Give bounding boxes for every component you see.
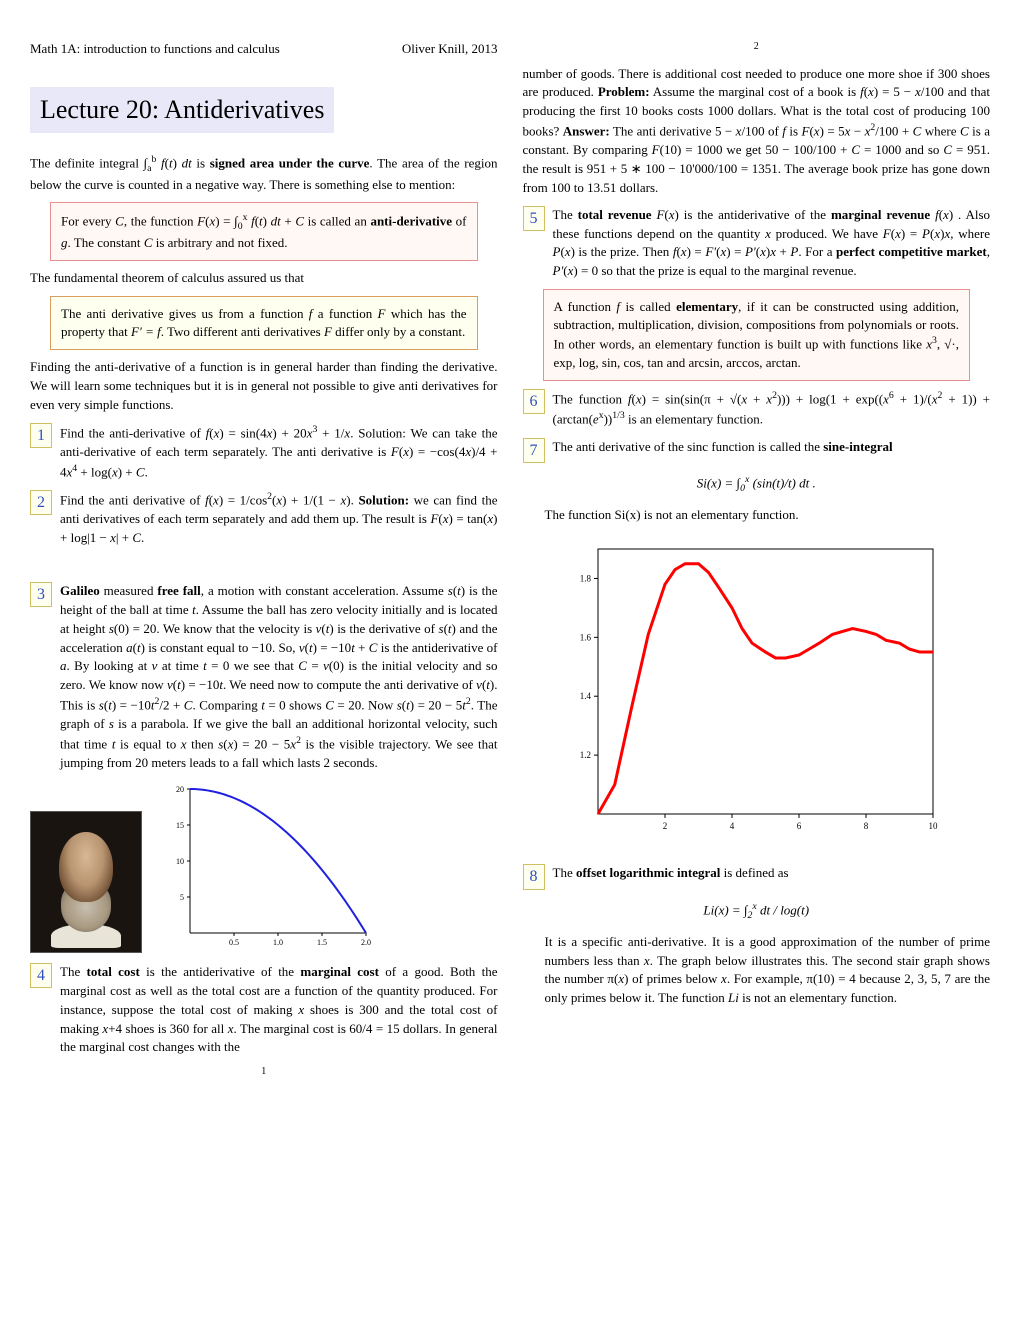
galileo-figure-row: 0.5 1.0 1.5 2.0 5 10 15 20 (30, 783, 498, 953)
example-5: 5 The total revenue F(x) is the antideri… (523, 206, 991, 281)
galileo-portrait (30, 811, 142, 953)
harder-text: Finding the anti-derivative of a functio… (30, 358, 498, 415)
svg-text:10: 10 (176, 857, 184, 866)
col2-continuation: number of goods. There is additional cos… (523, 65, 991, 198)
example-1: 1 Find the anti-derivative of f(x) = sin… (30, 423, 498, 482)
example-number: 3 (30, 582, 52, 607)
svg-text:0.5: 0.5 (229, 938, 239, 947)
example-number: 1 (30, 423, 52, 448)
svg-text:5: 5 (180, 893, 184, 902)
course-name: Math 1A: introduction to functions and c… (30, 40, 280, 59)
antiderivative-def-box: For every C, the function F(x) = ∫0x f(t… (50, 202, 478, 261)
example-6: 6 The function f(x) = sin(sin(π + √(x + … (523, 389, 991, 429)
li-text: It is a specific anti-derivative. It is … (545, 933, 991, 1008)
svg-text:4: 4 (729, 821, 734, 831)
si-note: The function Si(x) is not an elementary … (545, 506, 991, 525)
svg-text:15: 15 (176, 821, 184, 830)
course-header: Math 1A: introduction to functions and c… (30, 40, 498, 59)
example-number: 2 (30, 490, 52, 515)
svg-text:2: 2 (662, 821, 667, 831)
svg-text:6: 6 (796, 821, 801, 831)
example-number: 5 (523, 206, 545, 231)
svg-text:1.8: 1.8 (579, 573, 591, 583)
page-number-left: 1 (30, 1065, 498, 1080)
si-formula: Si(x) = ∫0x (sin(t)/t) dt . (523, 473, 991, 496)
example-4: 4 The total cost is the antiderivative o… (30, 963, 498, 1057)
example-number: 7 (523, 438, 545, 463)
svg-text:10: 10 (928, 821, 938, 831)
intro-text: The definite integral ∫ab f(t) dt is sig… (30, 153, 498, 195)
example-number: 6 (523, 389, 545, 414)
ftc-text: The fundamental theorem of calculus assu… (30, 269, 498, 288)
svg-text:1.6: 1.6 (579, 632, 591, 642)
example-number: 4 (30, 963, 52, 988)
page-number-center: 2 (523, 40, 991, 55)
example-7: 7 The anti derivative of the sinc functi… (523, 438, 991, 463)
parabola-chart: 0.5 1.0 1.5 2.0 5 10 15 20 (162, 783, 372, 953)
example-3: 3 Galileo measured free fall, a motion w… (30, 582, 498, 773)
example-2: 2 Find the anti derivative of f(x) = 1/c… (30, 490, 498, 548)
example-8: 8 The offset logarithmic integral is def… (523, 864, 991, 889)
svg-text:1.5: 1.5 (317, 938, 327, 947)
sine-integral-chart: 2 4 6 8 10 1.2 1.4 1.6 1.8 (563, 539, 943, 839)
lecture-title: Lecture 20: Antiderivatives (30, 87, 334, 133)
li-formula: Li(x) = ∫2x dt / log(t) (523, 900, 991, 923)
svg-text:20: 20 (176, 785, 184, 794)
right-column: 2 number of goods. There is additional c… (523, 40, 991, 1080)
svg-text:1.2: 1.2 (579, 750, 590, 760)
antiderivative-prop-box: The anti derivative gives us from a func… (50, 296, 478, 350)
svg-text:2.0: 2.0 (361, 938, 371, 947)
example-number: 8 (523, 864, 545, 889)
svg-text:1.0: 1.0 (273, 938, 283, 947)
svg-text:1.4: 1.4 (579, 691, 591, 701)
svg-text:8: 8 (863, 821, 868, 831)
left-column: Math 1A: introduction to functions and c… (30, 40, 498, 1080)
elementary-def-box: A function f is called elementary, if it… (543, 289, 971, 381)
author-name: Oliver Knill, 2013 (402, 40, 498, 59)
